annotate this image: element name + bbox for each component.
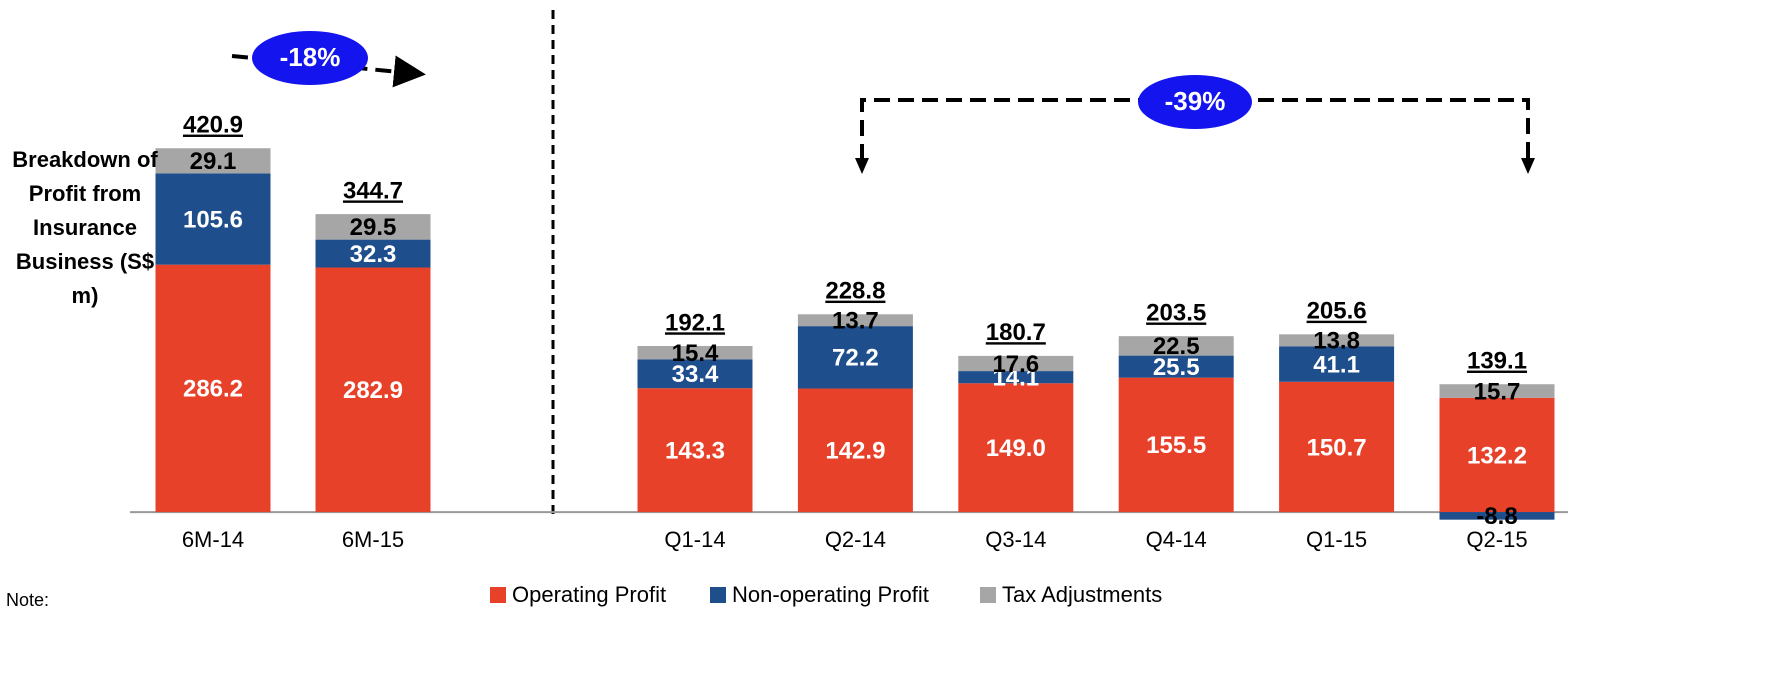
legend-swatch	[710, 587, 726, 603]
value-label: 149.0	[986, 435, 1046, 462]
value-label: 105.6	[183, 206, 243, 233]
bar-segment	[1279, 346, 1395, 382]
x-tick-label: Q2-15	[1466, 527, 1527, 552]
annotation: -39%	[1165, 86, 1226, 116]
x-tick-label: Q2-14	[825, 527, 886, 552]
bar-segment	[1118, 377, 1234, 513]
badge	[252, 31, 368, 85]
bar-segment	[1279, 381, 1395, 513]
bracket-heads	[855, 158, 1535, 174]
x-tick-label: Q4-14	[1146, 527, 1207, 552]
bar-segment	[155, 264, 271, 513]
value-label: 143.3	[665, 437, 725, 464]
bar-segment	[958, 383, 1074, 513]
value-label: 41.1	[1313, 351, 1360, 378]
value-label: 22.5	[1153, 333, 1200, 360]
legend-swatch	[980, 587, 996, 603]
value-label: 150.7	[1307, 434, 1367, 461]
total-label: 139.1	[1467, 348, 1527, 375]
bar-segment	[315, 214, 431, 240]
bar-segment	[1439, 397, 1555, 513]
x-tick-label: Q3-14	[985, 527, 1046, 552]
note: Note:	[6, 590, 50, 610]
value-label: 155.5	[1146, 432, 1206, 459]
total-label: 420.9	[183, 112, 243, 139]
value-label: 286.2	[183, 376, 243, 403]
bar-segment	[155, 173, 271, 265]
bar-segment	[958, 371, 1074, 384]
bar-segment	[637, 388, 753, 513]
bar-segment	[797, 314, 913, 327]
total-label: 228.8	[825, 278, 885, 305]
bar-segment	[1279, 334, 1395, 347]
value-label: 282.9	[343, 377, 403, 404]
value-label: 25.5	[1153, 354, 1200, 381]
value-label: 142.9	[825, 438, 885, 465]
x-tick-label: 6M-14	[182, 527, 244, 552]
y-axis-label: Breakdown of Profit from Insurance Busin…	[12, 147, 158, 308]
bar-segment	[315, 267, 431, 513]
value-label: 13.7	[832, 308, 879, 335]
total-label: 344.7	[343, 177, 403, 204]
value-label: 13.8	[1313, 328, 1360, 355]
bar-segment	[1439, 512, 1555, 520]
badge	[1138, 75, 1252, 129]
bar-segment	[155, 148, 271, 174]
legend-label: Non-operating Profit	[732, 582, 929, 607]
total-label: 192.1	[665, 309, 725, 336]
bar-segment	[1118, 355, 1234, 378]
value-label: 33.4	[672, 361, 719, 388]
value-label: 32.3	[350, 241, 397, 268]
value-label: -8.8	[1476, 503, 1517, 530]
value-label: 17.6	[992, 351, 1039, 378]
total-label: 203.5	[1146, 300, 1206, 327]
bar-segment	[797, 388, 913, 513]
legend-label: Tax Adjustments	[1002, 582, 1162, 607]
bar-segment	[637, 346, 753, 360]
value-label: 29.5	[350, 214, 397, 241]
legend-label: Operating Profit	[512, 582, 666, 607]
x-tick-label: Q1-14	[664, 527, 725, 552]
total-label: 180.7	[986, 319, 1046, 346]
value-label: 132.2	[1467, 442, 1527, 469]
legend-swatch	[490, 587, 506, 603]
x-tick-label: Q1-15	[1306, 527, 1367, 552]
value-label: 15.7	[1474, 378, 1521, 405]
total-label: 205.6	[1307, 298, 1367, 325]
bar-segment	[797, 326, 913, 389]
bar-segment	[1439, 384, 1555, 398]
value-label: 72.2	[832, 345, 879, 372]
value-label: 29.1	[190, 148, 237, 175]
bar-segment	[1118, 336, 1234, 356]
value-label: 15.4	[672, 340, 719, 367]
bar-segment	[315, 239, 431, 268]
bar-segment	[637, 359, 753, 389]
bar-segment	[958, 355, 1074, 372]
annotation: -18%	[280, 42, 341, 72]
x-tick-label: 6M-15	[342, 527, 404, 552]
